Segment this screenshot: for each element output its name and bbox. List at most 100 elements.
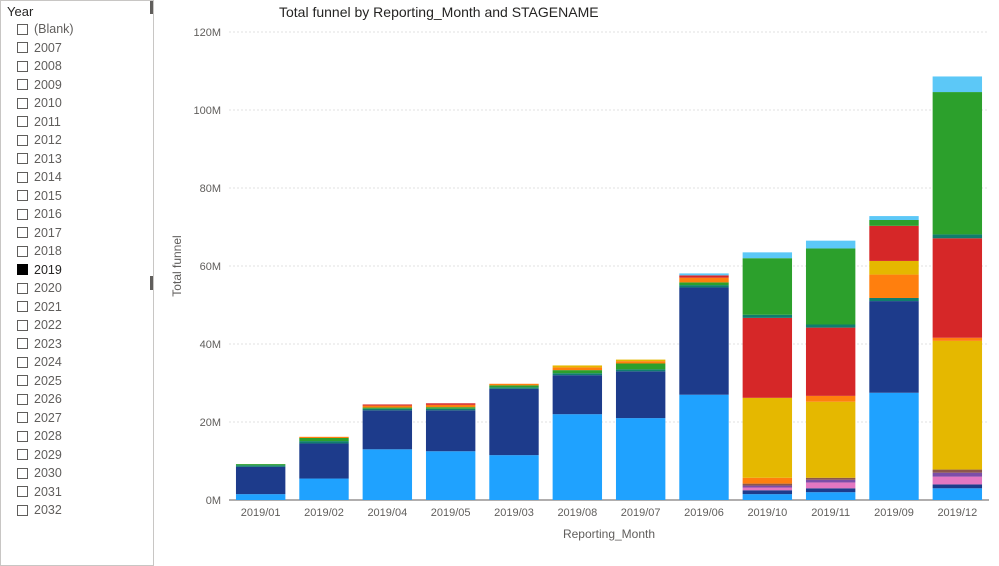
bar-segment[interactable] bbox=[933, 477, 982, 485]
slicer-item-2012[interactable]: 2012 bbox=[5, 131, 149, 150]
bar-segment[interactable] bbox=[743, 315, 792, 318]
bar-segment[interactable] bbox=[869, 226, 918, 261]
bar-segment[interactable] bbox=[426, 403, 475, 405]
bar-segment[interactable] bbox=[616, 364, 665, 370]
bar-segment[interactable] bbox=[806, 396, 855, 402]
bar-segment[interactable] bbox=[933, 488, 982, 500]
bar-segment[interactable] bbox=[236, 494, 285, 500]
bar-segment[interactable] bbox=[299, 438, 348, 441]
slicer-item-2026[interactable]: 2026 bbox=[5, 390, 149, 409]
bar-segment[interactable] bbox=[363, 449, 412, 500]
bar-segment[interactable] bbox=[869, 216, 918, 220]
bar-segment[interactable] bbox=[806, 325, 855, 328]
bar-segment[interactable] bbox=[299, 443, 348, 478]
year-slicer[interactable]: Year (Blank)2007200820092010201120122013… bbox=[0, 0, 154, 566]
bar-segment[interactable] bbox=[869, 261, 918, 275]
bar-segment[interactable] bbox=[679, 282, 728, 285]
bar-segment[interactable] bbox=[806, 248, 855, 324]
slicer-item-2028[interactable]: 2028 bbox=[5, 427, 149, 446]
bar-segment[interactable] bbox=[743, 258, 792, 315]
bar-segment[interactable] bbox=[806, 482, 855, 488]
slicer-item-2024[interactable]: 2024 bbox=[5, 353, 149, 372]
bar-segment[interactable] bbox=[933, 76, 982, 92]
bar-segment[interactable] bbox=[806, 478, 855, 480]
bar-segment[interactable] bbox=[489, 455, 538, 500]
bar-segment[interactable] bbox=[933, 470, 982, 473]
slicer-item-2027[interactable]: 2027 bbox=[5, 409, 149, 428]
bar-segment[interactable] bbox=[679, 273, 728, 275]
slicer-item-2021[interactable]: 2021 bbox=[5, 298, 149, 317]
bar-segment[interactable] bbox=[616, 360, 665, 362]
slicer-item-2017[interactable]: 2017 bbox=[5, 224, 149, 243]
bar-segment[interactable] bbox=[426, 405, 475, 407]
bar-segment[interactable] bbox=[553, 414, 602, 500]
slicer-item-2009[interactable]: 2009 bbox=[5, 76, 149, 95]
bar-segment[interactable] bbox=[363, 406, 412, 408]
bar-segment[interactable] bbox=[933, 238, 982, 337]
bar-segment[interactable] bbox=[553, 365, 602, 367]
slicer-item-2020[interactable]: 2020 bbox=[5, 279, 149, 298]
bar-segment[interactable] bbox=[363, 404, 412, 405]
bar-segment[interactable] bbox=[363, 408, 412, 409]
slicer-item-2018[interactable]: 2018 bbox=[5, 242, 149, 261]
bar-segment[interactable] bbox=[679, 275, 728, 277]
bar-segment[interactable] bbox=[806, 402, 855, 478]
bar-segment[interactable] bbox=[806, 328, 855, 396]
bar-segment[interactable] bbox=[299, 437, 348, 438]
slicer-item-2013[interactable]: 2013 bbox=[5, 150, 149, 169]
slicer-item-2030[interactable]: 2030 bbox=[5, 464, 149, 483]
bar-segment[interactable] bbox=[616, 369, 665, 371]
bar-segment[interactable] bbox=[679, 287, 728, 394]
slicer-item-2023[interactable]: 2023 bbox=[5, 335, 149, 354]
bar-segment[interactable] bbox=[426, 410, 475, 451]
bar-segment[interactable] bbox=[426, 409, 475, 411]
bar-segment[interactable] bbox=[806, 492, 855, 500]
bar-segment[interactable] bbox=[616, 418, 665, 500]
bar-segment[interactable] bbox=[743, 318, 792, 398]
slicer-item-2029[interactable]: 2029 bbox=[5, 446, 149, 465]
bar-segment[interactable] bbox=[806, 241, 855, 249]
bar-segment[interactable] bbox=[363, 410, 412, 449]
bar-segment[interactable] bbox=[489, 385, 538, 387]
bar-segment[interactable] bbox=[299, 479, 348, 500]
bar-segment[interactable] bbox=[743, 398, 792, 478]
bar-segment[interactable] bbox=[363, 409, 412, 411]
bar-segment[interactable] bbox=[743, 488, 792, 491]
bar-segment[interactable] bbox=[489, 389, 538, 455]
slicer-item-2010[interactable]: 2010 bbox=[5, 94, 149, 113]
bar-segment[interactable] bbox=[869, 298, 918, 301]
bar-segment[interactable] bbox=[553, 375, 602, 414]
bar-segment[interactable] bbox=[743, 478, 792, 484]
slicer-item-2011[interactable]: 2011 bbox=[5, 113, 149, 132]
bar-segment[interactable] bbox=[553, 370, 602, 373]
bar-segment[interactable] bbox=[933, 92, 982, 234]
bar-segment[interactable] bbox=[426, 451, 475, 500]
bar-segment[interactable] bbox=[806, 480, 855, 483]
bar-segment[interactable] bbox=[869, 301, 918, 393]
bar-segment[interactable] bbox=[743, 486, 792, 488]
slicer-item-2025[interactable]: 2025 bbox=[5, 372, 149, 391]
slicer-item-2007[interactable]: 2007 bbox=[5, 39, 149, 58]
bar-segment[interactable] bbox=[869, 220, 918, 226]
bar-segment[interactable] bbox=[236, 467, 285, 494]
slicer-item-2015[interactable]: 2015 bbox=[5, 187, 149, 206]
slicer-item-2014[interactable]: 2014 bbox=[5, 168, 149, 187]
bar-segment[interactable] bbox=[743, 494, 792, 500]
bar-segment[interactable] bbox=[616, 361, 665, 363]
chart-area[interactable]: 0M20M40M60M80M100M120MTotal funnel2019/0… bbox=[154, 20, 999, 560]
bar-segment[interactable] bbox=[236, 464, 285, 465]
bar-segment[interactable] bbox=[679, 278, 728, 283]
slicer-item-2031[interactable]: 2031 bbox=[5, 483, 149, 502]
bar-segment[interactable] bbox=[616, 371, 665, 418]
bar-segment[interactable] bbox=[299, 441, 348, 443]
bar-segment[interactable] bbox=[679, 285, 728, 287]
bar-segment[interactable] bbox=[553, 373, 602, 375]
bar-segment[interactable] bbox=[869, 275, 918, 298]
slicer-item-2032[interactable]: 2032 bbox=[5, 501, 149, 520]
slicer-item-2022[interactable]: 2022 bbox=[5, 316, 149, 335]
bar-segment[interactable] bbox=[806, 488, 855, 492]
slicer-item-2019[interactable]: 2019 bbox=[5, 261, 149, 280]
bar-segment[interactable] bbox=[489, 384, 538, 386]
bar-segment[interactable] bbox=[743, 252, 792, 258]
bar-segment[interactable] bbox=[236, 465, 285, 467]
